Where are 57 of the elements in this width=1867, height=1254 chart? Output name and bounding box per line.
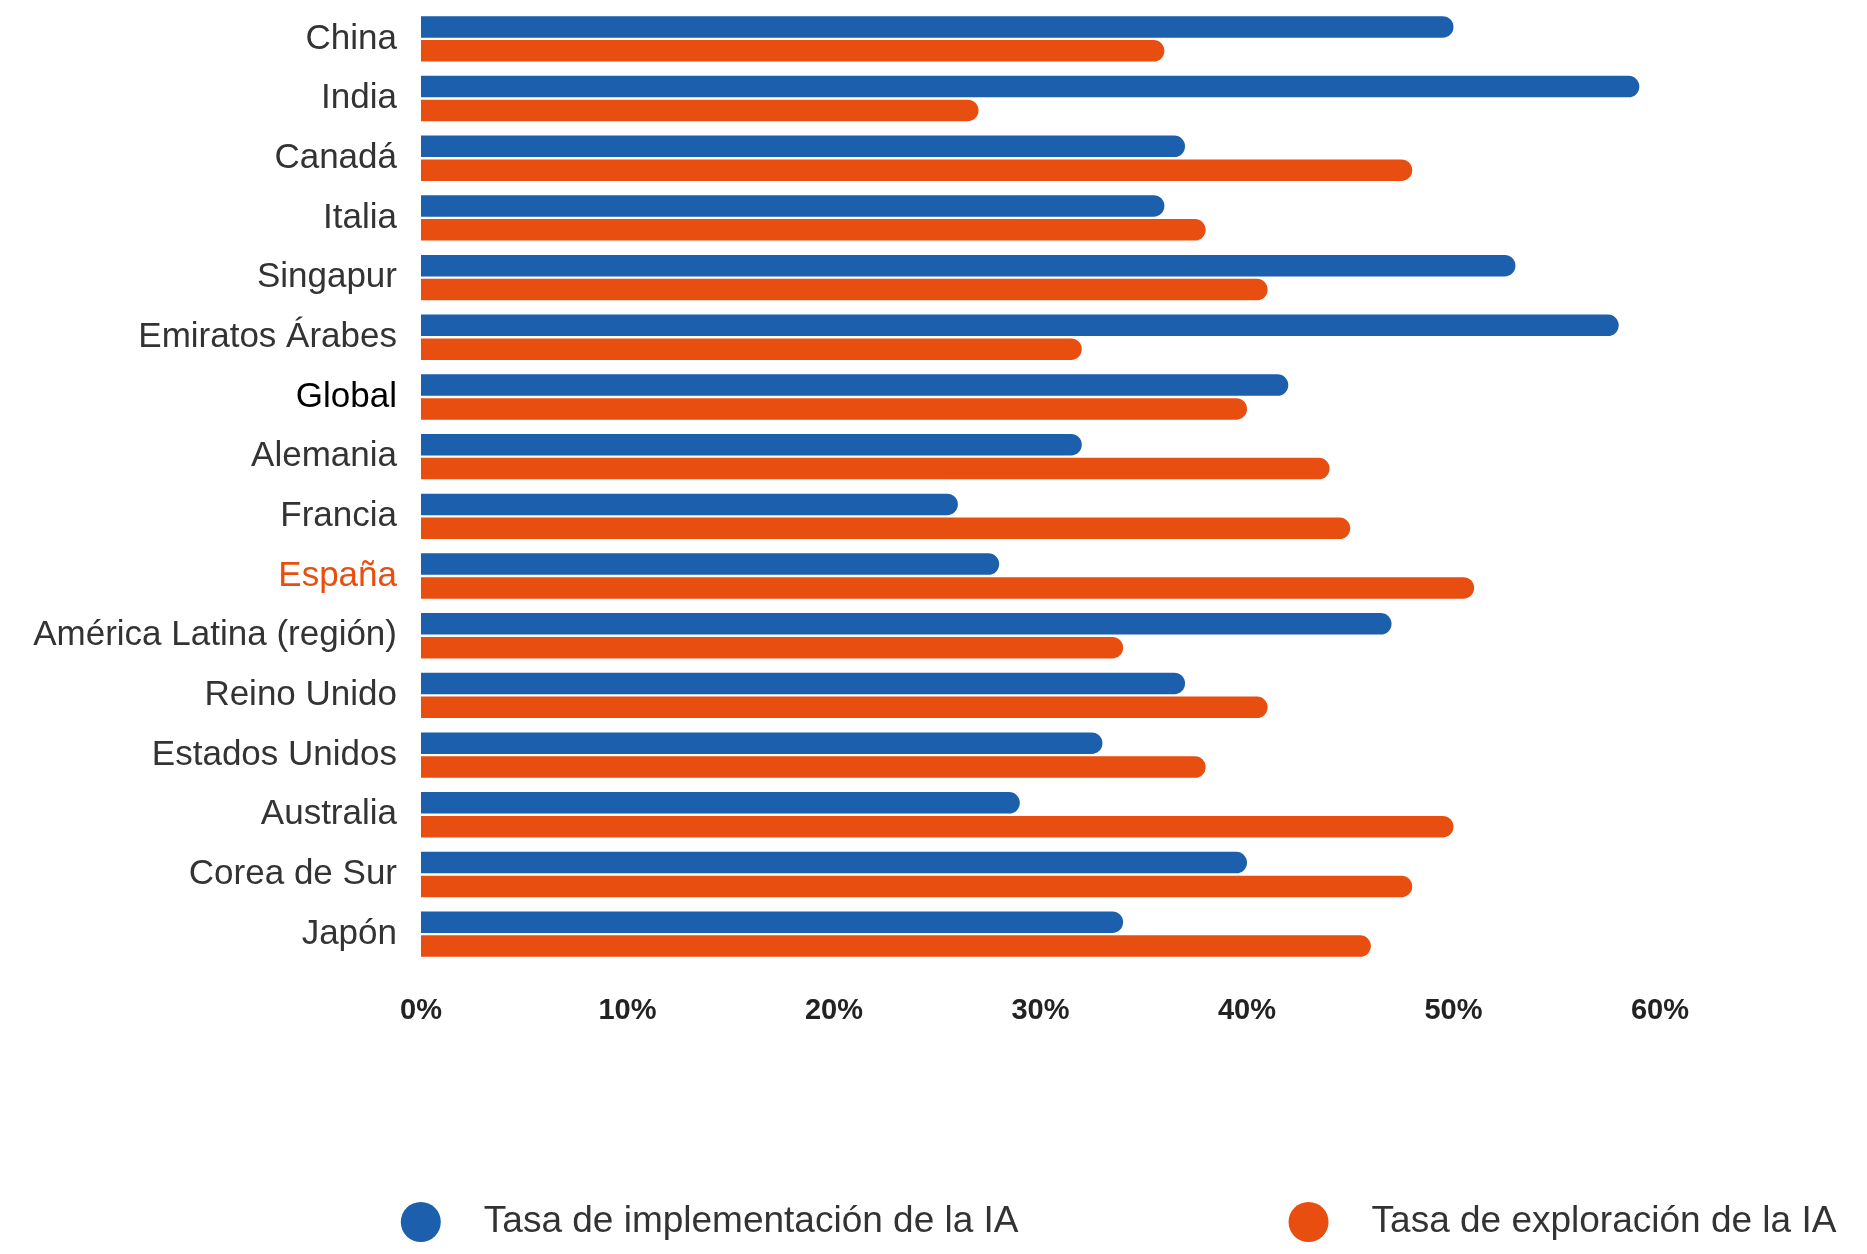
y-tick-label: Francia <box>280 494 398 533</box>
y-tick-label: Global <box>295 374 397 414</box>
bar <box>421 911 1124 933</box>
bar <box>421 935 1371 957</box>
bar <box>421 254 1516 277</box>
bar <box>421 314 1619 337</box>
x-tick-label: 60% <box>1630 993 1690 1026</box>
bar <box>421 75 1640 98</box>
y-tick-label: China <box>305 16 398 56</box>
bar <box>421 577 1475 599</box>
bar <box>421 636 1124 659</box>
bar <box>421 338 1082 360</box>
bar <box>421 851 1247 874</box>
y-tick-label: Corea de Sur <box>188 852 398 892</box>
bar <box>421 553 1000 575</box>
y-tick-label: América Latina (región) <box>33 613 397 653</box>
bar <box>421 219 1206 241</box>
x-tick-label: 10% <box>598 993 657 1026</box>
bar <box>421 517 1351 540</box>
y-tick-label: Estados Unidos <box>151 732 397 772</box>
legend-label: Tasa de exploración de la IA <box>1371 1199 1837 1241</box>
x-tick-label: 40% <box>1217 993 1277 1026</box>
bar <box>421 613 1392 635</box>
bar <box>421 433 1082 456</box>
bar <box>421 278 1268 301</box>
bar <box>421 875 1413 898</box>
y-tick-label: India <box>321 76 398 116</box>
bar <box>421 792 1020 814</box>
bar <box>421 457 1330 480</box>
y-tick-label: Reino Unido <box>204 673 397 713</box>
y-tick-label: Canadá <box>274 135 398 175</box>
bar <box>421 672 1186 695</box>
bar <box>421 16 1454 38</box>
bar <box>421 99 979 122</box>
y-tick-label: Alemania <box>251 434 398 474</box>
bar <box>421 135 1186 158</box>
bar <box>421 696 1268 719</box>
bar <box>421 756 1206 778</box>
bar <box>421 732 1103 754</box>
x-tick-label: 0% <box>400 993 443 1026</box>
y-tick-label: España <box>278 553 398 593</box>
legend-label: Tasa de implementación de la IA <box>483 1199 1019 1241</box>
bar <box>421 398 1247 420</box>
bar <box>421 40 1165 62</box>
x-tick-label: 20% <box>804 993 864 1026</box>
y-tick-label: Australia <box>260 792 398 832</box>
y-tick-label: Japón <box>301 911 397 951</box>
bar <box>421 815 1454 838</box>
y-tick-label: Italia <box>323 195 398 235</box>
x-tick-label: 50% <box>1424 993 1483 1026</box>
y-tick-label: Singapur <box>256 255 398 295</box>
bar <box>421 493 958 516</box>
x-tick-label: 30% <box>1011 993 1070 1026</box>
bar <box>421 159 1413 181</box>
bar <box>421 374 1289 396</box>
y-tick-label: Emiratos Árabes <box>138 314 397 354</box>
bar <box>421 195 1165 217</box>
